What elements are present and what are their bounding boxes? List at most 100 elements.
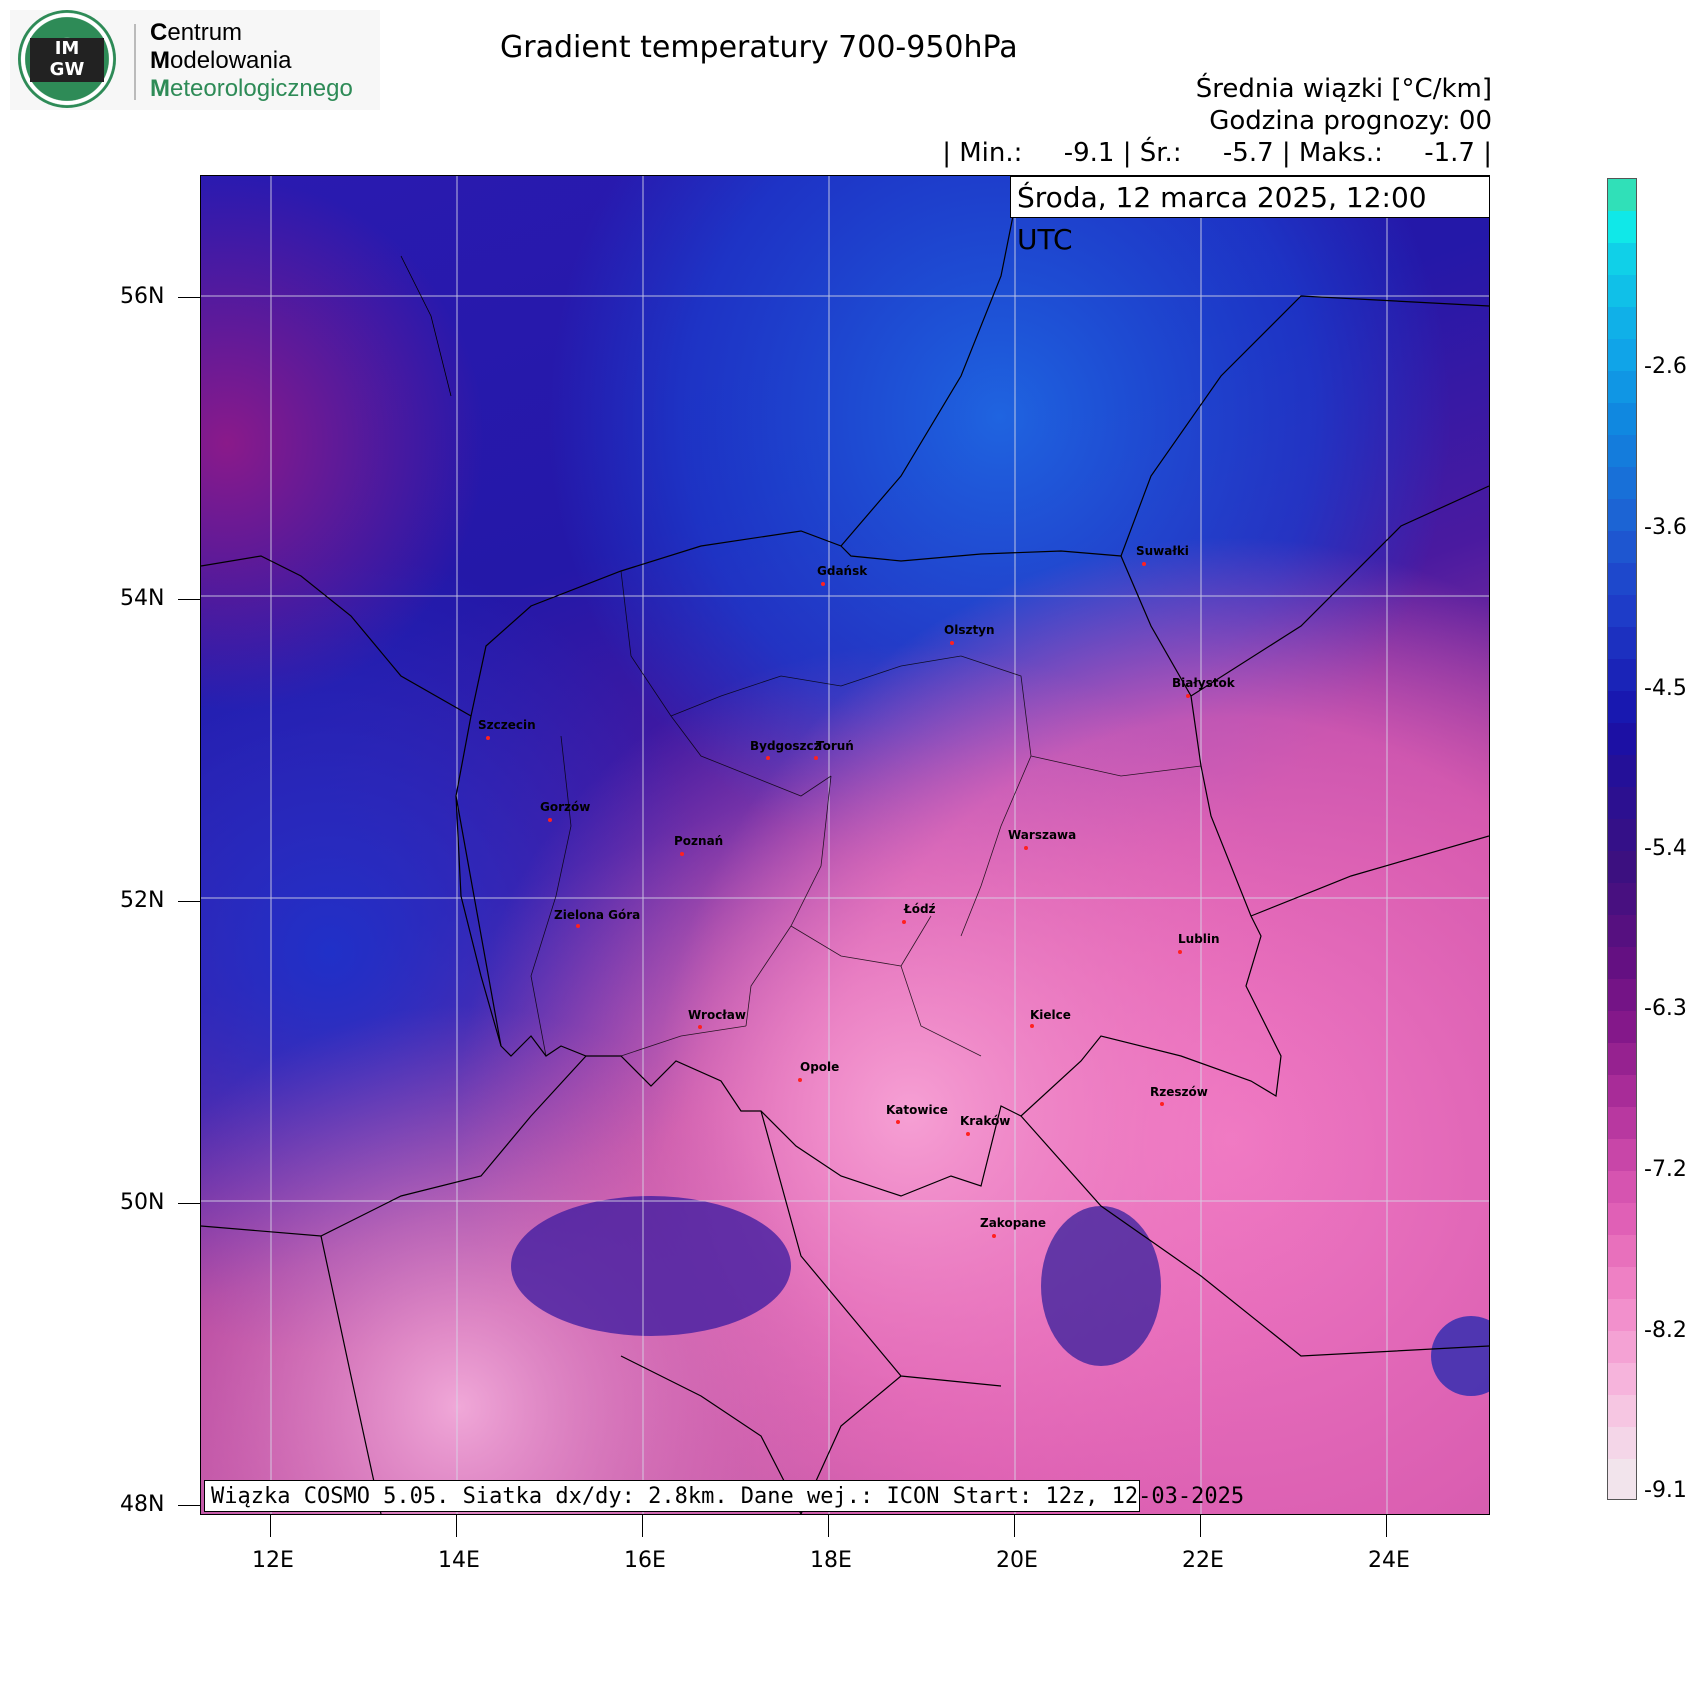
stats-line: | Min.: -9.1 | Śr.: -5.7 | Maks.: -1.7 | (942, 138, 1492, 168)
lat-tick (178, 1203, 200, 1204)
lon-label-12e: 12E (252, 1548, 294, 1573)
colorbar-label: -9.1 (1644, 1478, 1687, 1503)
colorbar-segment (1608, 851, 1636, 883)
map-panel (200, 175, 1490, 1515)
model-info-note: Wiązka COSMO 5.05. Siatka dx/dy: 2.8km. … (204, 1480, 1244, 1512)
colorbar-segment (1608, 467, 1636, 499)
colorbar-segment (1608, 563, 1636, 595)
lat-label-56n: 56N (120, 284, 165, 309)
lon-tick (1386, 1515, 1387, 1537)
colorbar-segment (1608, 243, 1636, 275)
lon-label-24e: 24E (1368, 1548, 1410, 1573)
city-marker-katowice (896, 1120, 900, 1124)
colorbar-segment (1608, 179, 1636, 211)
colorbar-segment (1608, 1011, 1636, 1043)
city-marker-gorzow (548, 818, 552, 822)
colorbar-label: -8.2 (1644, 1318, 1687, 1343)
colorbar-segment (1608, 787, 1636, 819)
graticule (201, 176, 1489, 1514)
colorbar-label: -6.3 (1644, 996, 1687, 1021)
city-label-szczecin: Szczecin (478, 718, 536, 732)
city-label-kielce: Kielce (1030, 1008, 1071, 1022)
colorbar-frame (1607, 178, 1637, 1500)
city-label-torun: Toruń (816, 739, 854, 753)
lon-label-16e: 16E (624, 1548, 666, 1573)
lon-tick (270, 1515, 271, 1537)
city-label-gorzow: Gorzów (540, 800, 591, 814)
lat-label-52n: 52N (120, 888, 165, 913)
lon-label-18e: 18E (810, 1548, 852, 1573)
city-label-krakow: Kraków (960, 1114, 1011, 1128)
lon-tick (456, 1515, 457, 1537)
lat-tick (178, 901, 200, 902)
city-marker-bydgoszcz (766, 756, 770, 760)
lon-tick (828, 1515, 829, 1537)
colorbar-segment (1608, 1107, 1636, 1139)
colorbar-segment (1608, 723, 1636, 755)
colorbar-segment (1608, 915, 1636, 947)
city-label-poznan: Poznań (674, 834, 724, 848)
city-marker-bialystok (1186, 694, 1190, 698)
colorbar-segment (1608, 1363, 1636, 1395)
colorbar-segment (1608, 275, 1636, 307)
lon-label-22e: 22E (1182, 1548, 1224, 1573)
city-marker-gdansk (821, 582, 825, 586)
forecast-hour: Godzina prognozy: 00 (1209, 106, 1492, 136)
colorbar-segment (1608, 339, 1636, 371)
colorbar-segment (1608, 1075, 1636, 1107)
logo-line-1: Centrum (150, 19, 243, 46)
city-label-wroclaw: Wrocław (688, 1008, 746, 1022)
lon-label-14e: 14E (438, 1548, 480, 1573)
imgw-emblem-icon: IM GW (18, 10, 116, 108)
lon-tick (1200, 1515, 1201, 1537)
colorbar-segment (1608, 1267, 1636, 1299)
colorbar-segment (1608, 691, 1636, 723)
colorbar-segment (1608, 1395, 1636, 1427)
colorbar-segment (1608, 979, 1636, 1011)
regions (530, 570, 1202, 1057)
colorbar-label: -7.2 (1644, 1157, 1687, 1182)
city-label-lodz: Łódź (904, 902, 936, 916)
city-marker-szczecin (486, 736, 490, 740)
lat-label-54n: 54N (120, 586, 165, 611)
colorbar-segment (1608, 1427, 1636, 1459)
colorbar-segment (1608, 755, 1636, 787)
city-marker-rzeszow (1160, 1102, 1164, 1106)
colorbar-segment (1608, 211, 1636, 243)
city-marker-olsztyn (950, 641, 954, 645)
city-label-warszawa: Warszawa (1008, 828, 1077, 842)
imgw-logo: IM GW Centrum Modelowania Meteorologiczn… (10, 10, 380, 110)
city-label-gdansk: Gdańsk (817, 564, 868, 578)
colorbar-segment (1608, 435, 1636, 467)
colorbar-segment (1608, 531, 1636, 563)
colorbar-segment (1608, 371, 1636, 403)
logo-line-3: Meteorologicznego (150, 75, 353, 102)
city-marker-poznan (680, 852, 684, 856)
city-label-katowice: Katowice (886, 1103, 948, 1117)
logo-line-2: Modelowania (150, 47, 292, 74)
lon-tick (1014, 1515, 1015, 1537)
city-marker-lublin (1178, 950, 1182, 954)
colorbar-segment (1608, 1171, 1636, 1203)
borders (201, 176, 1489, 1514)
colorbar-segment (1608, 499, 1636, 531)
temperature-gradient-map (201, 176, 1489, 1514)
colorbar-segment (1608, 659, 1636, 691)
units-subtitle: Średnia wiązki [°C/km] (1195, 74, 1492, 104)
valid-date: Środa, 12 marca 2025, 12:00 UTC (1010, 176, 1490, 256)
colorbar-segment (1608, 627, 1636, 659)
colorbar-segment (1608, 1235, 1636, 1267)
city-label-rzeszow: Rzeszów (1150, 1085, 1208, 1099)
city-marker-lodz (902, 920, 906, 924)
city-label-bydgoszcz: Bydgoszcz (750, 739, 821, 753)
colorbar-label: -4.5 (1644, 676, 1687, 701)
colorbar-segment (1608, 1299, 1636, 1331)
colorbar-segment (1608, 1331, 1636, 1363)
city-marker-suwalki (1142, 562, 1146, 566)
city-marker-torun (814, 756, 818, 760)
city-label-suwalki: Suwałki (1136, 544, 1189, 558)
city-marker-opole (798, 1078, 802, 1082)
colorbar-segment (1608, 819, 1636, 851)
city-marker-zakopane (992, 1234, 996, 1238)
lon-label-20e: 20E (996, 1548, 1038, 1573)
